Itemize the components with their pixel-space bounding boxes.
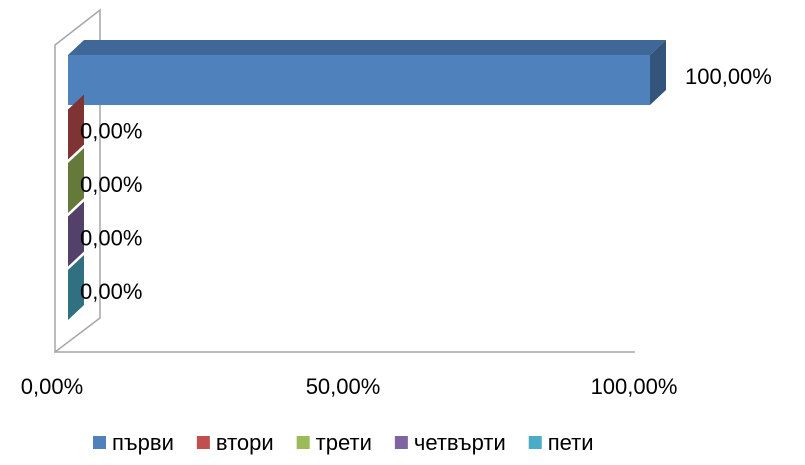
legend-swatch xyxy=(394,436,408,449)
bar-top xyxy=(68,40,666,55)
bar xyxy=(68,148,84,213)
legend-swatch xyxy=(528,436,542,449)
bar-side xyxy=(650,40,666,105)
value-label: 0,00% xyxy=(80,118,142,143)
legend-label: първи xyxy=(112,430,174,455)
bar xyxy=(68,40,666,105)
bar xyxy=(68,201,84,267)
bar-side xyxy=(68,148,84,213)
legend-label: четвърти xyxy=(414,430,506,455)
x-tick-label: 50,00% xyxy=(306,374,381,399)
legend-label: пети xyxy=(548,430,594,455)
value-label: 100,00% xyxy=(685,64,772,89)
bar-side xyxy=(68,201,84,267)
x-tick-label: 100,00% xyxy=(591,374,678,399)
legend-label: втори xyxy=(216,430,274,455)
bar-side xyxy=(68,255,84,320)
bar-side xyxy=(68,94,84,160)
legend-swatch xyxy=(296,436,310,449)
legend-label: трети xyxy=(316,430,372,455)
legend-swatch xyxy=(93,436,106,449)
x-tick-label: 0,00% xyxy=(21,374,83,399)
legend-swatch xyxy=(196,436,210,449)
bar xyxy=(68,255,84,320)
value-label: 0,00% xyxy=(80,225,142,250)
value-label: 0,00% xyxy=(80,279,142,304)
bar-front xyxy=(68,55,650,105)
bar xyxy=(68,94,84,160)
side-wall xyxy=(54,8,101,354)
value-label: 0,00% xyxy=(80,172,142,197)
